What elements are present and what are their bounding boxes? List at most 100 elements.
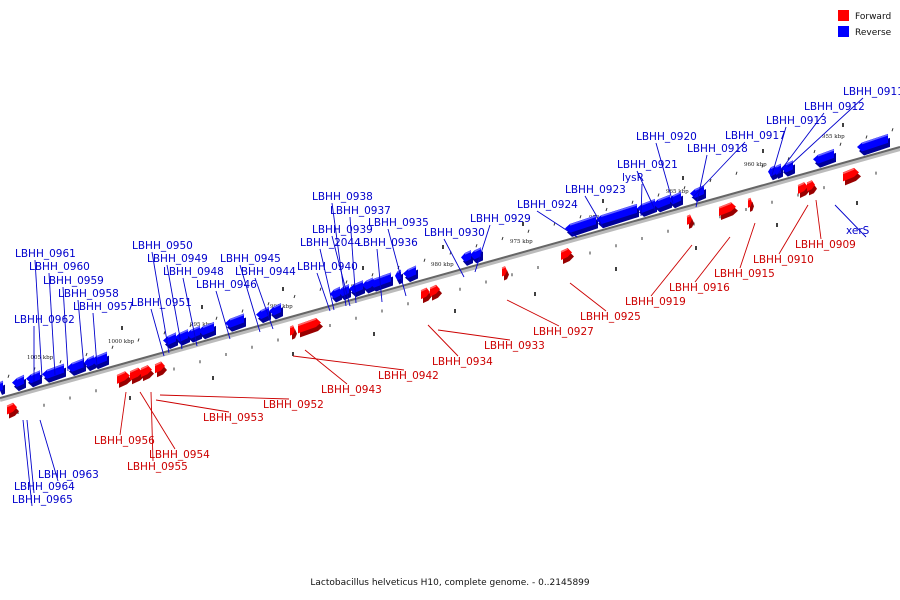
leader-line (694, 236, 731, 283)
leader-line (427, 324, 459, 357)
gene-label-reverse: lysR (622, 172, 644, 184)
gene-highlight (569, 215, 597, 226)
leader-line (62, 286, 69, 372)
gene-highlight (179, 329, 189, 335)
tick-label: 965 kbp (666, 189, 689, 195)
leader-line (787, 97, 864, 168)
gene-label-forward: LBHH_0955 (127, 461, 188, 473)
leader-line (151, 251, 170, 354)
gene-label-reverse: LBHH_0951 (131, 297, 192, 309)
tick-label: 955 kbp (822, 134, 845, 140)
gene-label-forward: LBHH_0925 (580, 311, 641, 323)
leader-line (316, 272, 331, 312)
label-leaders (22, 97, 867, 507)
minor-tick (839, 142, 842, 146)
leader-line (387, 228, 407, 297)
leader-line (506, 299, 560, 327)
gene-highlight (229, 313, 245, 321)
gene-label-forward: LBHH_0956 (94, 435, 155, 447)
gene-label-reverse: LBHH_0936 (357, 237, 418, 249)
minor-tick (371, 273, 374, 277)
gene-highlight (600, 204, 638, 217)
gene-label-reverse: LBHH_0946 (196, 279, 257, 291)
gene-label-reverse: LBHH_0920 (636, 131, 697, 143)
gene-highlight (353, 280, 364, 286)
gene-label-reverse: LBHH_0918 (687, 143, 748, 155)
leader-line (815, 199, 822, 240)
gene-highlight (202, 322, 215, 328)
minor-tick (85, 352, 88, 357)
leader-line (39, 419, 59, 482)
gene-highlight (260, 306, 270, 312)
gene-label-reverse: LBHH_0911 (843, 86, 900, 98)
leader-line (48, 272, 56, 376)
minor-tick (657, 193, 660, 197)
gene-label-reverse: LBHH_0929 (470, 213, 531, 225)
leader-line (139, 391, 176, 450)
minor-tick (631, 200, 634, 204)
reverse-gene (857, 133, 888, 152)
gene-label-reverse: LBHH_0938 (312, 191, 373, 203)
reverse-gene (768, 165, 775, 177)
leader-line (159, 394, 290, 400)
minor-tick (605, 207, 608, 212)
leader-line (26, 419, 35, 494)
gene-label-reverse: LBHH_0950 (132, 240, 193, 252)
gene-highlight (861, 134, 889, 145)
leader-line (691, 141, 746, 199)
minor-tick (215, 316, 218, 320)
gene-highlight (806, 180, 813, 185)
legend-label-reverse: Reverse (855, 28, 892, 38)
gene-label-reverse: LBHH_0937 (330, 205, 391, 217)
gene-highlight (429, 285, 437, 290)
leader-line (777, 112, 825, 175)
minor-tick (7, 374, 10, 378)
gene-label-forward: LBHH_0954 (149, 449, 210, 461)
leader-line (150, 391, 154, 462)
gene-label-reverse: LBHH_0940 (297, 261, 358, 273)
minor-tick (319, 287, 322, 291)
gene-highlight (641, 199, 656, 206)
gene-highlight (46, 363, 65, 372)
leader-line (640, 183, 643, 217)
leader-line (331, 202, 347, 307)
gene-highlight (0, 380, 4, 384)
gene-label-reverse: LBHH_0965 (12, 494, 73, 506)
minor-tick (293, 294, 296, 299)
gene-label-reverse: LBHH_0944 (235, 266, 296, 278)
gene-highlight (140, 365, 148, 370)
leader-line (92, 312, 98, 367)
leader-line (292, 355, 405, 371)
gene-label-reverse: LBHH_0917 (725, 130, 786, 142)
minor-tick (137, 338, 140, 342)
gene-highlight (560, 248, 568, 253)
gene-label-reverse: LBHH_0912 (804, 101, 865, 113)
leader-line (739, 222, 756, 269)
minor-tick (241, 309, 244, 313)
gene-highlight (87, 355, 95, 360)
minor-tick (813, 149, 816, 154)
gene-highlight (501, 266, 506, 270)
minor-tick (163, 331, 166, 335)
tick-label: 960 kbp (744, 162, 767, 168)
leader-line (778, 204, 809, 255)
gene-highlight (842, 168, 855, 175)
minor-tick (761, 164, 764, 168)
leader-line (650, 244, 693, 297)
leader-line (349, 216, 357, 304)
minor-tick (267, 302, 270, 306)
gene-label-forward: LBHH_0933 (484, 340, 545, 352)
legend: Forward Reverse (838, 10, 892, 38)
minor-tick (787, 157, 790, 161)
leader-line (34, 259, 43, 378)
leader-line (254, 277, 274, 330)
gene-label-forward: LBHH_0915 (714, 268, 775, 280)
leader-line (443, 238, 465, 278)
leader-line (166, 264, 183, 350)
genome-axis-shadow (0, 147, 900, 402)
gene-highlight (333, 286, 341, 292)
gene-label-reverse: LBHH_0960 (29, 261, 90, 273)
gene-label-reverse: LBHH_2044 (300, 237, 361, 249)
tick-label: 1005 kbp (27, 355, 54, 361)
